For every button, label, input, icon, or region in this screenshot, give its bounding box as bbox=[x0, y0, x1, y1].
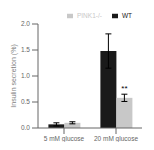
html-text:WT: WT bbox=[121, 12, 132, 19]
svg-text:1.0: 1.0 bbox=[21, 72, 30, 79]
svg-text:2.0: 2.0 bbox=[21, 20, 30, 27]
svg-text:Insulin secretion (%): Insulin secretion (%) bbox=[10, 44, 18, 107]
svg-text:1.5: 1.5 bbox=[21, 46, 30, 53]
svg-text:0.0: 0.0 bbox=[21, 124, 30, 131]
svg-text:0.5: 0.5 bbox=[21, 98, 30, 105]
svg-text:**: ** bbox=[121, 84, 127, 93]
svg-text:5 mM glucose: 5 mM glucose bbox=[44, 135, 85, 142]
svg-text:20 mM glucose: 20 mM glucose bbox=[94, 135, 138, 142]
html-text:PINK1-/-: PINK1-/- bbox=[77, 12, 102, 19]
